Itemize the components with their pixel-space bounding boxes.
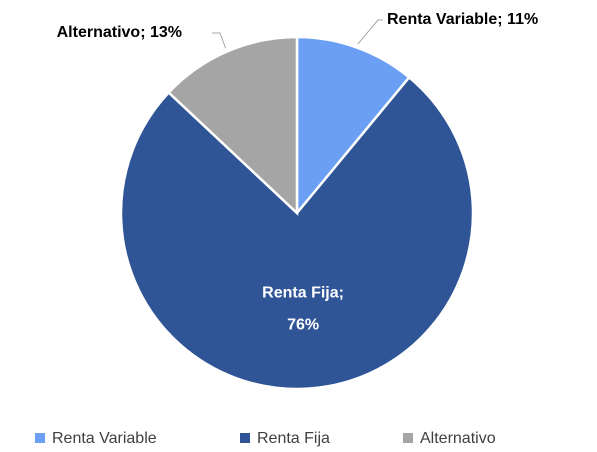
pie-slice: [119, 75, 475, 391]
data-label: Renta Fija; 76%: [262, 285, 344, 334]
leader-line: [357, 19, 383, 45]
legend-marker: [403, 433, 413, 443]
pie-slice: [166, 35, 299, 216]
legend-label: Renta Variable: [52, 430, 157, 447]
data-label: Alternativo; 13%: [57, 24, 182, 41]
legend-marker: [35, 433, 45, 443]
data-label: Renta Variable; 11%: [387, 11, 538, 28]
pie-slice: [295, 35, 411, 217]
legend-label: Renta Fija: [257, 430, 330, 447]
leader-line: [212, 32, 227, 49]
legend-marker: [240, 433, 250, 443]
legend-label: Alternativo: [420, 430, 496, 447]
